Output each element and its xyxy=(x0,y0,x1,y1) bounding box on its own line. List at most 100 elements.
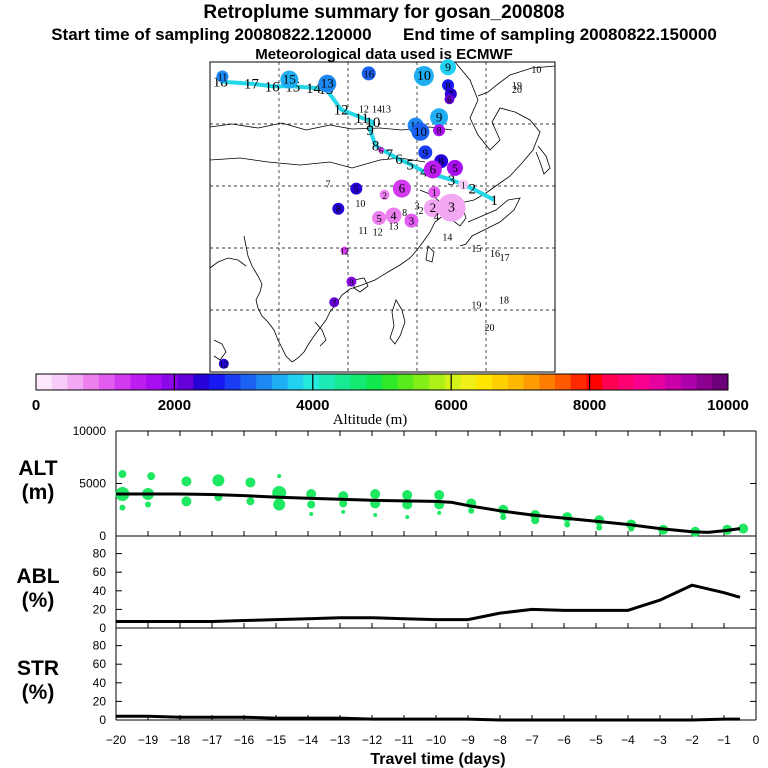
altitude-point xyxy=(118,470,127,479)
plume-marker: 6 xyxy=(444,94,455,105)
plume-day-label: 9 xyxy=(349,278,354,288)
colorbar-swatch xyxy=(366,374,383,390)
plume-marker: 6 xyxy=(423,160,442,179)
plume-day-label: 8 xyxy=(402,208,407,219)
y-tick-label: 0 xyxy=(99,713,106,727)
track-day-label: 2 xyxy=(468,182,476,198)
plume-marker: 7 xyxy=(329,297,340,308)
end-time-label: End time of sampling xyxy=(403,25,575,44)
plume-marker: 1 xyxy=(458,179,469,190)
colorbar-swatch xyxy=(36,374,53,390)
x-tick-label: −5 xyxy=(589,733,603,747)
plume-marker: 9 xyxy=(430,108,449,127)
colorbar-swatch xyxy=(209,374,226,390)
plume-marker: 8 xyxy=(433,124,446,137)
plume-marker: 3 xyxy=(437,193,466,222)
plume-marker: 5 xyxy=(350,182,363,196)
plume-circle xyxy=(332,202,345,215)
plume-day-label: 3 xyxy=(448,201,455,216)
colorbar-swatch xyxy=(83,374,100,390)
altitude-point xyxy=(373,513,378,517)
plume-day-label: 15 xyxy=(471,244,481,255)
plume-marker: 2 xyxy=(379,189,390,201)
colorbar-swatch xyxy=(256,374,273,390)
panel-title: ABL xyxy=(16,565,59,588)
plume-day-label: 11 xyxy=(358,226,368,237)
plume-circle xyxy=(437,193,466,222)
colorbar-swatch xyxy=(696,374,713,390)
x-tick-label: −20 xyxy=(106,733,127,747)
altitude-mean-line xyxy=(116,492,741,534)
panel-alt: 0 5000 10000 ALT(m) xyxy=(18,424,757,543)
panel-unit: (%) xyxy=(22,681,55,704)
plume-marker: 12 xyxy=(340,246,349,257)
plume-marker: 11 xyxy=(216,70,229,83)
y-tick-label: 20 xyxy=(93,694,107,708)
altitude-point xyxy=(181,476,192,487)
plume-day-label: 3 xyxy=(415,202,420,213)
colorbar-tick-label: 0 xyxy=(32,397,40,414)
plume-day-label: 10 xyxy=(417,69,431,84)
plume-circle xyxy=(446,159,463,176)
y-tick-label: 0 xyxy=(99,529,106,543)
altitude-point xyxy=(596,524,603,531)
track-day-label: 5 xyxy=(406,157,414,173)
altitude-point xyxy=(306,489,317,499)
altitude-point xyxy=(147,472,156,481)
start-time-label: Start time of sampling xyxy=(51,25,230,44)
colorbar-swatch xyxy=(712,374,729,390)
track-day-label: 16 xyxy=(265,79,281,95)
colorbar-title: Altitude (m) xyxy=(333,412,408,428)
colorbar-swatch xyxy=(193,374,210,390)
coastline xyxy=(389,299,406,345)
plume-circle xyxy=(413,65,434,86)
altitude-point xyxy=(437,510,442,515)
plume-day-label: 20 xyxy=(484,323,494,334)
colorbar-tick-label: 4000 xyxy=(296,397,329,414)
altitude-point xyxy=(468,507,475,514)
plume-marker: 1 xyxy=(428,186,441,199)
plume-marker: 5 xyxy=(372,211,387,226)
track-day-label: 10 xyxy=(365,115,380,131)
altitude-point xyxy=(277,474,282,479)
colorbar-swatch xyxy=(287,374,304,390)
plume-day-label: 1 xyxy=(461,180,466,190)
x-tick-label: −17 xyxy=(202,733,223,747)
altitude-point xyxy=(309,511,314,516)
plume-circle xyxy=(430,108,449,127)
x-tick-label: −13 xyxy=(330,733,351,747)
plume-circle xyxy=(404,213,419,228)
plume-day-label: 4 xyxy=(391,208,397,222)
altitude-point xyxy=(434,490,445,501)
panel-abl: 0 20 40 60 80 ABL(%) xyxy=(16,536,757,635)
plume-circle xyxy=(423,199,442,218)
plume-day-label: 8 xyxy=(446,81,451,92)
colorbar-swatch xyxy=(680,374,697,390)
coastline xyxy=(454,61,541,184)
track-day-label: 14 xyxy=(306,81,322,97)
chart-title: Retroplume summary for gosan_200808 xyxy=(203,2,565,23)
plume-day-label: 9 xyxy=(423,147,429,159)
plume-circle xyxy=(379,189,390,200)
abl-line xyxy=(116,583,741,623)
altitude-point xyxy=(246,497,255,506)
plume-circle xyxy=(361,66,376,81)
x-tick-label: −3 xyxy=(653,733,667,747)
plume-day-label: 5 xyxy=(354,185,359,196)
plume-marker: 6 xyxy=(378,146,385,156)
map-gridlines xyxy=(210,62,555,372)
track-day-label: 6 xyxy=(395,152,403,168)
altitude-point xyxy=(273,498,286,511)
colorbar-tick-label: 10000 xyxy=(707,397,749,414)
x-tick-label: −18 xyxy=(170,733,191,747)
x-tick-label: −4 xyxy=(621,733,635,747)
plume-day-label: 7 xyxy=(325,179,330,190)
colorbar-swatch xyxy=(177,374,194,390)
plume-day-label: 2 xyxy=(419,206,424,217)
plume-day-label: 6 xyxy=(447,95,452,105)
plume-circle xyxy=(423,160,442,179)
plume-circle xyxy=(346,276,357,287)
colorbar-swatch xyxy=(476,374,493,390)
plume-circle xyxy=(411,122,430,141)
